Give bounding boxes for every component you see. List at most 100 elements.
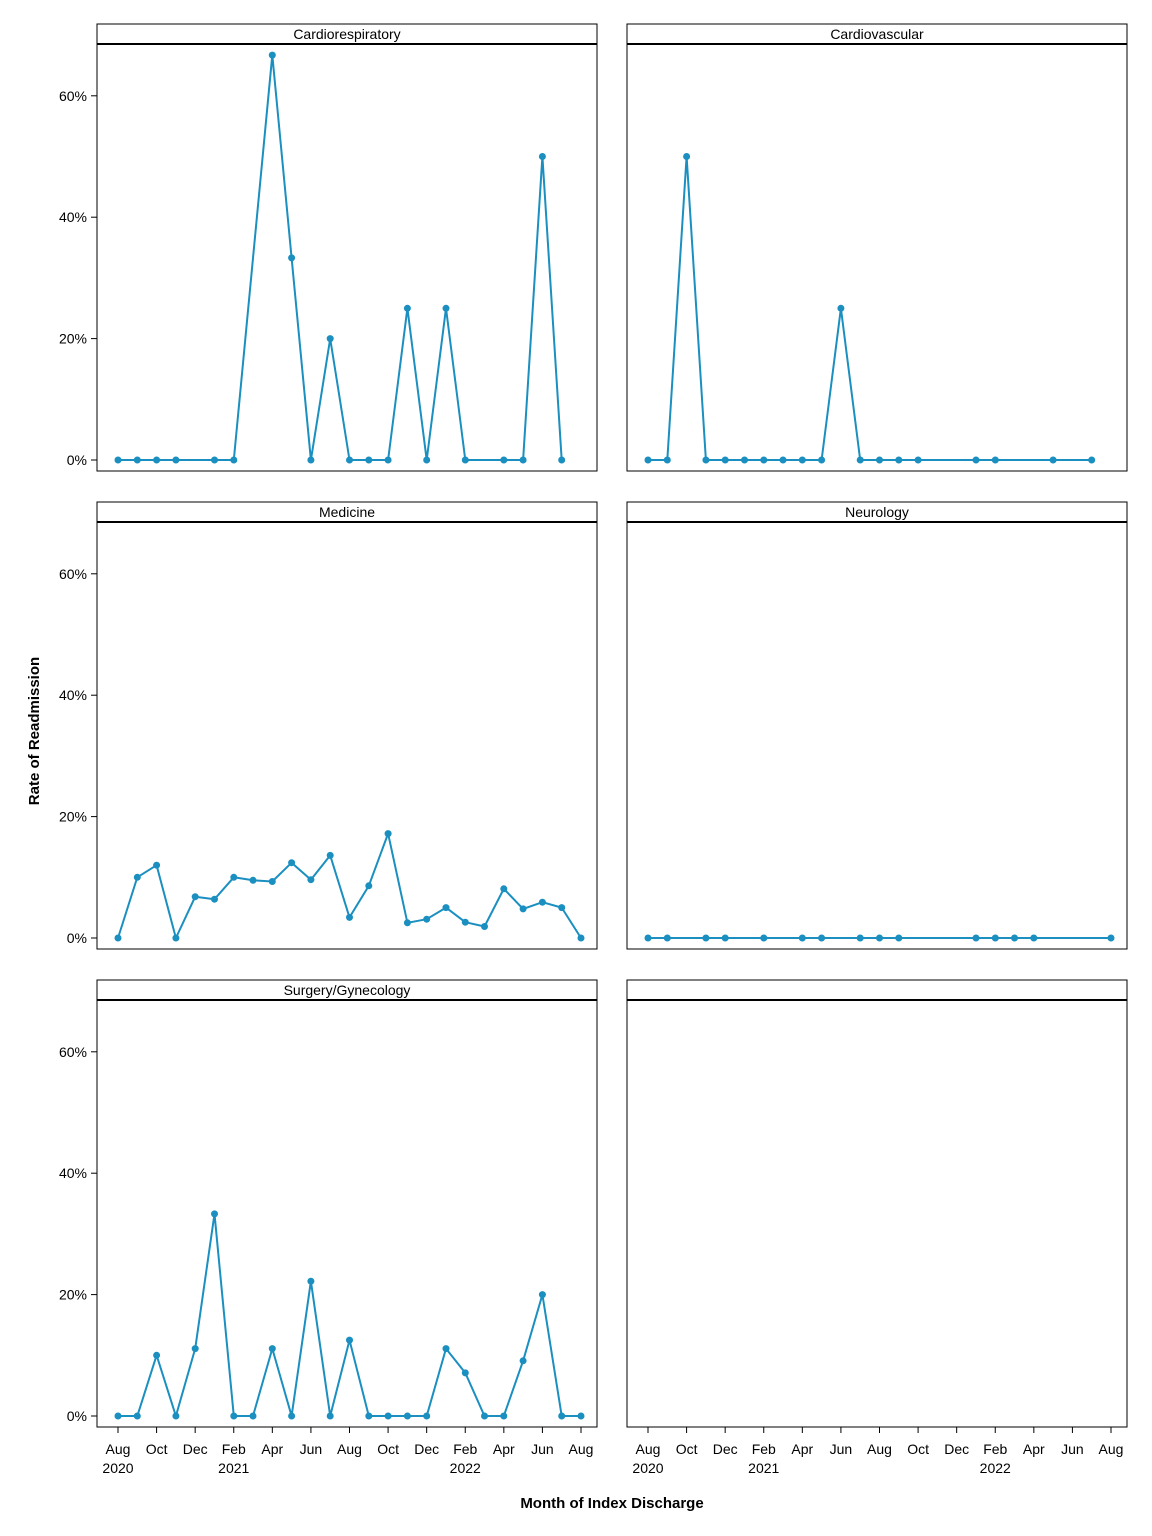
data-point [895,934,903,942]
data-point [230,873,238,881]
data-point [365,882,373,890]
data-point [346,1336,353,1344]
x-tick-label: Jun [531,1441,554,1457]
x-tick-label: Jun [1061,1441,1084,1457]
data-point [133,873,141,881]
data-point [326,851,334,859]
x-tick-label: Dec [944,1441,969,1457]
data-point [268,878,276,885]
data-point [702,456,710,464]
data-point [153,1351,161,1359]
panel-1: Cardiorespiratory 0% 20% 40% 60% [59,23,598,472]
x-tick-label: Apr [261,1441,283,1457]
x-tick-label: Aug [106,1441,131,1457]
data-point [461,918,469,926]
data-point [818,934,826,942]
data-point [1088,456,1096,464]
x-tick-label: Dec [183,1441,208,1457]
data-point [423,1412,431,1420]
data-point [519,456,527,464]
panel-frame [96,43,598,472]
panel-frame [626,521,1128,950]
x-tick-label: Oct [676,1441,698,1457]
x-tick-label: Dec [713,1441,738,1457]
data-point [288,254,296,262]
data-point [538,153,546,160]
data-point [702,934,710,942]
series-line [118,1212,581,1417]
data-point [268,51,276,59]
panel-5: Surgery/Gynecology 0% 20% 40% 60% Aug 2020 Oct D… [59,979,598,1476]
y-tick-label: 40% [59,1165,87,1181]
data-point [114,456,122,464]
x-tick-label: Feb [983,1441,1007,1457]
x-tick-label: Dec [414,1441,439,1457]
panel-frame [96,521,598,950]
data-point [191,893,199,901]
data-point [519,1357,527,1365]
y-tick-label: 0% [67,452,87,468]
data-point [837,304,845,312]
panel-2: Cardiovascular [626,23,1128,472]
data-point [644,934,652,942]
series-line [117,832,582,939]
data-point [326,1412,334,1420]
data-point [423,915,431,923]
data-point [876,934,883,942]
data-point [230,456,238,464]
y-tick-label: 20% [59,331,87,347]
data-point [481,923,488,930]
x-tick-label: Aug [867,1441,892,1457]
y-tick-label: 60% [59,1044,87,1060]
data-point [403,304,411,312]
data-point [211,1210,218,1218]
data-point [798,456,806,464]
data-point [326,335,334,343]
data-point [500,885,508,893]
data-point [172,934,180,942]
y-tick-label: 0% [67,930,87,946]
data-point [268,1345,276,1353]
panel-title: Cardiorespiratory [293,26,400,42]
x-tick-label: Feb [752,1441,776,1457]
panel-frame [626,999,1128,1428]
y-tick-label: 20% [59,1287,87,1303]
data-point [798,934,806,942]
data-point [972,456,980,464]
data-point [663,934,671,942]
panel-title: Neurology [845,504,909,520]
y-tick-label: 60% [59,566,87,582]
data-point [384,830,392,838]
data-point [423,456,431,464]
panel-title: Surgery/Gynecology [284,982,411,998]
x-tick-label: Apr [791,1441,813,1457]
data-point [856,456,864,464]
data-point [991,934,999,942]
data-point [133,456,141,464]
x-tick-label: Aug [636,1441,661,1457]
panel-3: Medicine 0% 20% 40% 60% [59,501,598,950]
data-point [856,934,864,942]
data-point [500,456,508,464]
series-line [118,54,563,461]
data-point [644,456,652,464]
data-point [538,1291,546,1299]
x-tick-year-label: 2020 [102,1460,133,1476]
data-point [384,1412,392,1420]
data-point [1107,934,1115,942]
data-point [442,1345,450,1353]
data-point [721,456,729,464]
data-point [114,934,122,942]
data-point [172,456,180,464]
data-point [211,456,218,464]
data-point [365,456,373,464]
data-point [211,895,218,903]
x-axis-label: Month of Index Discharge [520,1495,703,1512]
data-point [721,934,729,942]
data-point [972,934,980,942]
data-point [876,456,883,464]
data-point [365,1412,373,1420]
x-tick-label: Aug [1099,1441,1124,1457]
data-point [442,304,450,312]
